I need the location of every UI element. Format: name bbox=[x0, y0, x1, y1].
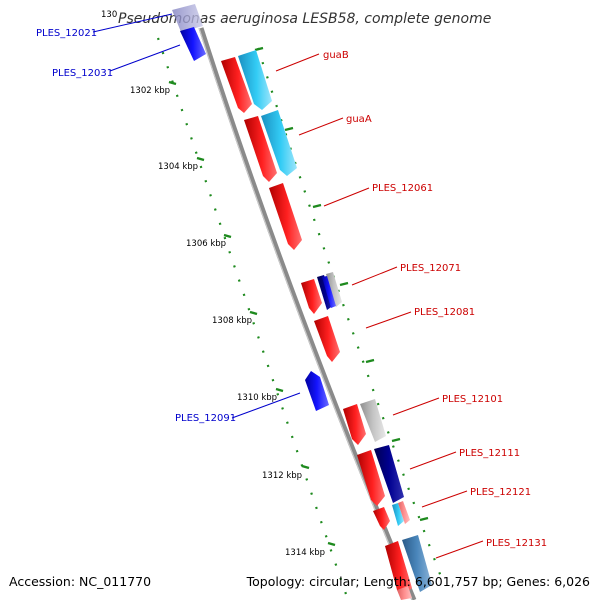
gene-arrow-faded bbox=[172, 4, 203, 32]
map-title: Pseudomonas aeruginosa LESB58, complete … bbox=[118, 11, 491, 27]
tick-label: 1312 kbp bbox=[262, 471, 302, 481]
connector-ples-12081 bbox=[365, 311, 412, 329]
tick-label: 1314 kbp bbox=[285, 548, 325, 558]
gene-label-ples-12061[interactable]: PLES_12061 bbox=[372, 183, 433, 194]
connector-ples-12071 bbox=[351, 266, 398, 286]
connector-ples-12131 bbox=[435, 540, 484, 559]
gene-arrow-ples-12121-pink[interactable] bbox=[398, 501, 410, 524]
gene-arrow-ples-12101-gray[interactable] bbox=[360, 399, 386, 442]
gene-arrow-ples-12061[interactable] bbox=[269, 183, 302, 250]
tick-mark bbox=[301, 464, 310, 470]
genome-summary-text: Topology: circular; Length: 6,601,757 bp… bbox=[246, 574, 590, 589]
tick-mark bbox=[275, 387, 284, 393]
connector-ples-12101 bbox=[392, 397, 440, 416]
gene-label-ples-12101[interactable]: PLES_12101 bbox=[442, 394, 503, 405]
gene-arrow-ples-12131-steel[interactable] bbox=[402, 535, 432, 592]
tick-mark bbox=[284, 126, 294, 132]
gene-label-ples-12081[interactable]: PLES_12081 bbox=[414, 307, 475, 318]
gene-label-ples-12131[interactable]: PLES_12131 bbox=[486, 538, 547, 549]
gene-label-ples-12111[interactable]: PLES_12111 bbox=[459, 448, 520, 459]
connector-ples-12031 bbox=[109, 44, 181, 72]
tick-mark bbox=[391, 437, 401, 443]
connector-ples-12111 bbox=[409, 451, 457, 470]
label-connectors bbox=[92, 13, 484, 559]
gene-arrow-ples-12131-pink[interactable] bbox=[397, 586, 412, 600]
gene-label-guab[interactable]: guaB bbox=[323, 50, 349, 61]
gene-label-ples-12031[interactable]: PLES_12031 bbox=[52, 68, 113, 79]
gene-arrow-ples-12081[interactable] bbox=[314, 316, 340, 362]
tick-ring-inner bbox=[156, 37, 350, 600]
gene-arrow-guab[interactable] bbox=[221, 57, 252, 113]
connector-guab bbox=[275, 53, 320, 72]
connector-ples-12061 bbox=[323, 187, 370, 207]
gene-label-ples-12091[interactable]: PLES_12091 bbox=[175, 413, 236, 424]
gene-arrow-ples-12091[interactable] bbox=[305, 371, 329, 411]
forward-strand-genes bbox=[221, 50, 432, 600]
connector-guaa bbox=[298, 117, 344, 136]
gene-arrow-guab-cds[interactable] bbox=[238, 50, 272, 110]
gene-label-ples-12071[interactable]: PLES_12071 bbox=[400, 263, 461, 274]
gene-arrow-ples-12131[interactable] bbox=[385, 541, 412, 596]
gene-arrow-ples-12121-cyan[interactable] bbox=[392, 503, 404, 526]
tick-label: 1304 kbp bbox=[158, 162, 198, 172]
gene-label-ples-12021[interactable]: PLES_12021 bbox=[36, 28, 97, 39]
tick-mark bbox=[327, 541, 336, 547]
gene-arrow-ples-12111[interactable] bbox=[357, 450, 385, 506]
scale-ticks bbox=[168, 46, 429, 547]
gene-arrow-guaa[interactable] bbox=[244, 116, 277, 182]
accession-text: Accession: NC_011770 bbox=[9, 574, 151, 589]
tick-label: 1308 kbp bbox=[212, 316, 252, 326]
tick-mark bbox=[312, 203, 322, 209]
gene-labels: PLES_12021 PLES_12031 guaB guaA PLES_120… bbox=[36, 28, 547, 549]
gene-arrow-ples-12031[interactable] bbox=[180, 27, 206, 61]
gene-arrow-ples-12071[interactable] bbox=[301, 279, 322, 314]
tick-mark bbox=[365, 358, 375, 364]
connector-ples-12091 bbox=[231, 392, 301, 419]
gene-arrow-ples-12071-blue[interactable] bbox=[322, 276, 336, 308]
gene-arrow-ples-12071-gray[interactable] bbox=[326, 272, 342, 307]
tick-label: 1302 kbp bbox=[130, 86, 170, 96]
tick-label: 1306 kbp bbox=[186, 239, 226, 249]
reverse-strand-genes bbox=[172, 4, 329, 411]
tick-mark bbox=[254, 46, 264, 52]
gene-label-guaa[interactable]: guaA bbox=[346, 114, 372, 125]
tick-mark bbox=[223, 233, 232, 239]
gene-arrow-ples-12111-navy[interactable] bbox=[374, 445, 404, 503]
tick-label: 1310 kbp bbox=[237, 393, 277, 403]
tick-mark bbox=[249, 310, 258, 316]
tick-mark bbox=[419, 516, 429, 522]
gene-arrow-ples-12121[interactable] bbox=[373, 507, 390, 530]
gene-label-ples-12121[interactable]: PLES_12121 bbox=[470, 487, 531, 498]
tick-mark bbox=[168, 80, 177, 86]
connector-ples-12121 bbox=[421, 490, 468, 508]
gene-arrow-ples-12101[interactable] bbox=[343, 404, 366, 445]
tick-mark bbox=[339, 281, 349, 287]
tick-label-partial: 130 bbox=[101, 10, 117, 20]
gene-arrow-guaa-cds[interactable] bbox=[261, 110, 297, 176]
connector-ples-12021 bbox=[92, 13, 173, 33]
tick-mark bbox=[196, 156, 205, 162]
